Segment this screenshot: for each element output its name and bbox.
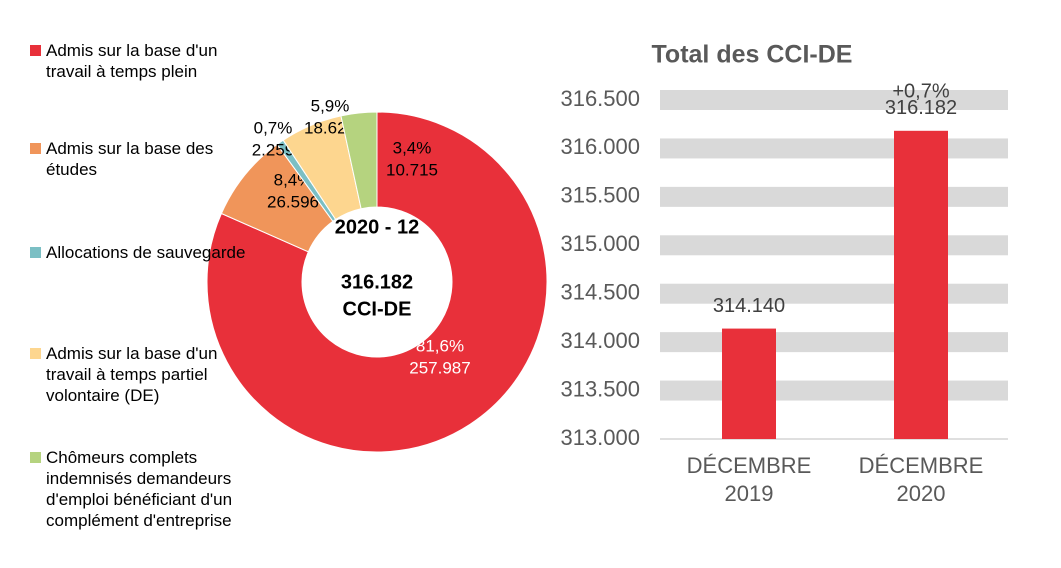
center-label: 316.182 [341,271,413,293]
y-tick-label: 316.500 [560,86,640,111]
legend-swatch [30,348,41,359]
value-label: 314.140 [713,295,785,317]
grid-band [660,138,1008,159]
value-label: 316.182 [885,97,957,119]
count-label: 10.715 [386,160,438,179]
center-label: 2020 - 12 [335,216,420,238]
legend-swatch [30,143,41,154]
center-label: CCI-DE [343,298,412,320]
percent-label: 5,9% [311,96,350,115]
donut-hole [302,207,452,357]
legend-label: Admis sur la base des études [46,139,214,179]
grid-band [660,90,1008,110]
legend-label: Admis sur la base d'un travail à temps p… [46,344,218,405]
count-label: 257.987 [409,358,470,377]
legend-label: Admis sur la base d'un travail à temps p… [46,41,218,81]
x-tick-label: DÉCEMBRE 2020 [858,453,984,506]
legend-swatch [30,452,41,463]
legend-swatch [30,247,41,258]
y-tick-label: 315.500 [560,183,640,208]
chart-title: Total des CCI-DE [652,41,853,69]
y-tick-label: 316.000 [560,134,640,159]
bar [722,328,776,439]
count-label: 2.259 [252,140,295,159]
percent-label: 81,6% [416,336,464,355]
grid-band [660,186,1008,207]
grid-band [660,235,1008,256]
x-tick-label: DÉCEMBRE 2019 [686,453,812,506]
y-tick-label: 313.500 [560,376,640,401]
bar [894,130,948,439]
percent-label: 3,4% [393,138,432,157]
annotation: +0,7% [892,80,949,102]
grid-band [660,380,1008,401]
y-tick-label: 315.000 [560,231,640,256]
legend-label: Allocations de sauvegarde [46,243,246,262]
legend-swatch [30,45,41,56]
grid-band [660,332,1008,353]
y-tick-label: 314.500 [560,280,640,305]
count-label: 26.596 [267,192,319,211]
legend-label: Chômeurs complets indemnisés demandeurs … [46,448,233,530]
y-tick-label: 314.000 [560,328,640,353]
y-tick-label: 313.000 [560,425,640,450]
percent-label: 0,7% [254,118,293,137]
